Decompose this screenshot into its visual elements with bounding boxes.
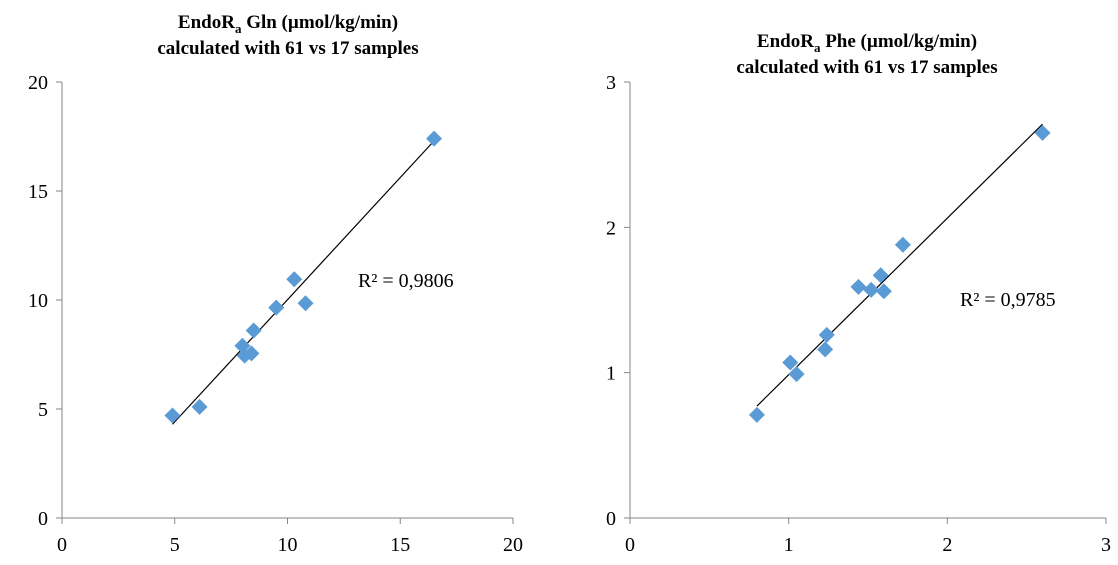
y-tick-label: 10 <box>28 290 48 312</box>
data-point <box>817 341 834 358</box>
r-squared-label: R² = 0,9785 <box>960 289 1056 311</box>
data-point <box>1034 124 1051 141</box>
x-tick-label: 10 <box>278 534 298 556</box>
x-tick-label: 1 <box>784 534 794 556</box>
data-point <box>164 407 181 424</box>
data-point <box>818 326 835 343</box>
chart2-plot: 0 1 2 3 0 1 2 3 R² = 0,9785 <box>606 72 1111 556</box>
data-point <box>286 271 303 288</box>
data-point <box>872 267 889 284</box>
data-point <box>850 278 867 295</box>
x-tick-label: 2 <box>942 534 952 556</box>
data-point <box>863 281 880 298</box>
r-squared-label: R² = 0,9806 <box>358 270 454 292</box>
data-point <box>243 345 260 362</box>
data-point <box>297 295 314 312</box>
data-point <box>875 283 892 300</box>
data-point <box>782 354 799 371</box>
data-point <box>788 366 805 383</box>
x-tick-label: 3 <box>1101 534 1111 556</box>
data-point <box>894 236 911 253</box>
y-tick-label: 0 <box>38 508 48 530</box>
data-point <box>268 299 285 316</box>
x-tick-label: 20 <box>503 534 523 556</box>
y-tick-label: 1 <box>606 363 616 385</box>
data-point <box>245 322 262 339</box>
y-tick-label: 5 <box>38 399 48 421</box>
x-tick-label: 5 <box>170 534 180 556</box>
chart2-title: EndoRa Phe (µmol/kg/min) <box>757 31 977 55</box>
x-tick-label: 15 <box>390 534 410 556</box>
chart1-plot: 0 5 10 15 20 0 5 10 15 20 R² = 0,9806 <box>28 72 523 556</box>
data-point <box>748 406 765 423</box>
chart2-subtitle: calculated with 61 vs 17 samples <box>736 57 997 78</box>
trendline <box>172 140 435 425</box>
y-tick-label: 20 <box>28 72 48 94</box>
data-point <box>191 398 208 415</box>
y-tick-label: 0 <box>606 508 616 530</box>
chart1-subtitle: calculated with 61 vs 17 samples <box>157 38 418 59</box>
trendline <box>756 123 1043 407</box>
y-tick-label: 15 <box>28 181 48 203</box>
data-point <box>426 130 443 147</box>
y-tick-label: 3 <box>606 72 616 94</box>
y-tick-label: 2 <box>606 217 616 239</box>
chart1-title: EndoRa Gln (µmol/kg/min) <box>178 12 398 36</box>
x-tick-label: 0 <box>625 534 635 556</box>
x-tick-label: 0 <box>57 534 67 556</box>
